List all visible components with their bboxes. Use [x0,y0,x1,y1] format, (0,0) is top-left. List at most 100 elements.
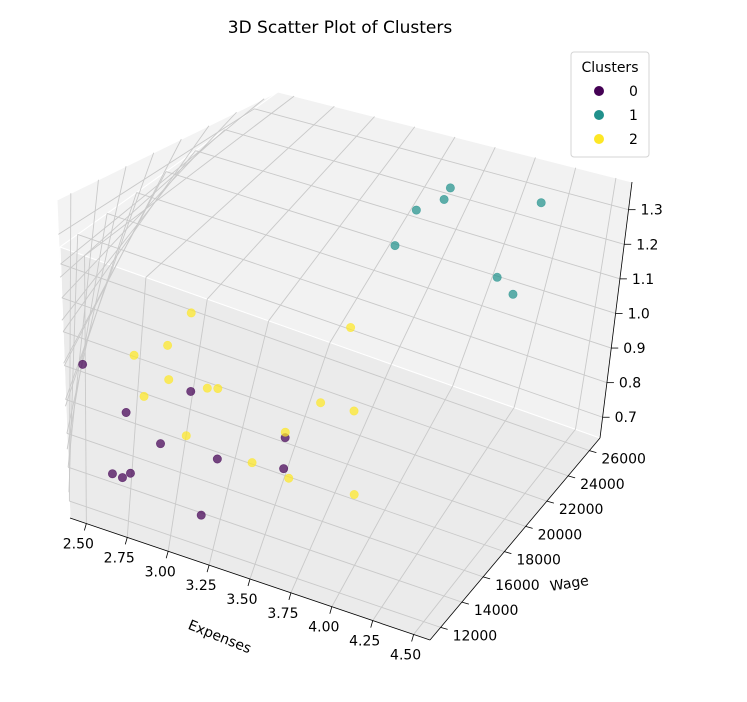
legend-title: Clusters [582,60,639,76]
y-tick-label: 20000 [538,527,583,543]
z-grid-left [66,213,108,450]
z-tick-label: 1.1 [632,272,654,288]
y-tick [525,525,533,529]
z-grid-back [195,150,621,280]
z-grid-back [254,108,629,211]
y-grid-left [66,166,127,434]
data-point [349,490,359,500]
y-grid-floor [66,432,484,578]
data-point [129,350,139,360]
axis-panes [56,91,633,641]
data-point [492,272,502,282]
y-tick-label: 12000 [453,628,498,644]
y-grid-left [67,179,99,468]
x-grid-back [329,136,456,343]
data-point [284,473,294,483]
y-tick-label: 22000 [559,502,604,518]
x-grid-back [513,167,577,408]
y-grid-left [65,152,155,400]
x-tick-label: 3.75 [267,606,298,622]
x-tick [411,634,415,642]
x-tick-label: 2.50 [63,537,94,553]
x-grid-floor [208,320,270,566]
x-tick-label: 3.50 [226,592,257,608]
z-grid-back [224,129,625,245]
data-point [107,469,117,479]
data-point [202,383,212,393]
x-grid-back [268,126,416,322]
data-points [78,183,546,520]
data-point [181,431,191,441]
y-grid-left [60,98,265,265]
y-grid-floor [60,263,590,452]
y-tick [568,475,576,479]
y-axis-label: Wage [549,573,590,595]
z-grid-left [59,129,226,278]
x-grid-floor [331,385,454,607]
z-grid-back [106,213,608,384]
data-point [78,359,88,369]
x-grid-floor [167,299,208,552]
z-tick-label: 0.9 [623,341,645,357]
data-point [390,241,400,251]
data-point [213,384,223,394]
z-tick-label: 0.7 [615,410,637,426]
data-point [349,406,359,416]
x-tick-label: 3.25 [186,578,217,594]
z-grid-left [58,108,255,235]
data-point [279,464,289,474]
x-grid-floor [126,277,147,538]
y-grid-left [61,111,237,299]
data-point [156,439,166,449]
x-tick [83,523,87,531]
x-tick [124,537,128,545]
z-grid-back [77,234,603,418]
y-tick [483,576,491,580]
grid-lines [58,95,629,635]
y-tick [504,551,512,555]
data-point [125,468,135,478]
legend-label: 1 [629,108,638,124]
x-tick [247,578,251,587]
x-grid-back [145,105,335,278]
x-tick-label: 2.75 [104,550,135,566]
x-tick [329,606,333,614]
y-tick [440,626,448,630]
z-grid-left [61,150,196,321]
y-tick-label: 26000 [601,452,646,468]
data-point [508,289,518,299]
x-grid-floor [290,364,392,594]
data-point [196,510,206,520]
y-tick-label: 16000 [495,578,540,594]
x-tick-label: 4.50 [390,647,421,663]
z-grid-left [63,171,167,364]
x-grid-back [575,177,617,430]
data-point [439,194,449,204]
y-grid-floor [62,331,548,502]
y-axis-line [429,437,601,641]
data-point [212,454,222,464]
x-tick-label: 4.25 [349,634,380,650]
z-tick-label: 1.0 [628,306,650,322]
data-point [411,205,421,215]
chart-title: 3D Scatter Plot of Clusters [228,18,453,38]
z-tick-label: 0.8 [619,376,641,392]
data-point [186,386,196,396]
data-point [346,323,356,333]
z-grid-left [68,234,79,493]
x-tick [370,620,374,628]
data-point [164,375,174,385]
data-point [139,391,149,401]
y-tick [546,500,554,504]
z-tick-label: 1.3 [641,203,663,219]
legend-marker [594,110,604,120]
data-point [117,473,127,483]
x-grid-back [206,116,375,300]
x-axis-label: Expenses [186,617,254,657]
x-tick-label: 3.00 [145,564,176,580]
data-point [186,308,196,318]
x-grid-floor [249,342,331,580]
y-tick-label: 18000 [516,553,561,569]
data-point [121,408,131,418]
